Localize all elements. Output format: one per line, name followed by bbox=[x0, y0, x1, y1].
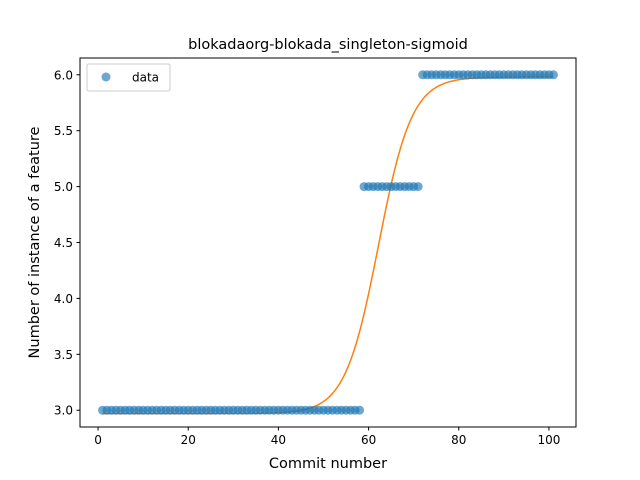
x-tick-label: 100 bbox=[537, 433, 560, 447]
x-tick-label: 20 bbox=[181, 433, 196, 447]
data-points bbox=[98, 70, 558, 415]
y-tick-label: 3.0 bbox=[54, 404, 73, 418]
y-tick-label: 5.5 bbox=[54, 124, 73, 138]
plot-area bbox=[79, 57, 577, 428]
data-point bbox=[548, 70, 558, 80]
y-tick-label: 4.5 bbox=[54, 236, 73, 250]
chart-title: blokadaorg-blokada_singleton-sigmoid bbox=[188, 37, 468, 53]
x-tick-label: 0 bbox=[94, 433, 102, 447]
y-tick-label: 3.5 bbox=[54, 348, 73, 362]
y-tick-label: 5.0 bbox=[54, 180, 73, 194]
data-point bbox=[355, 405, 365, 415]
legend-label: data bbox=[132, 71, 159, 85]
x-tick-label: 80 bbox=[451, 433, 466, 447]
y-tick-label: 4.0 bbox=[54, 292, 73, 306]
legend: data bbox=[86, 63, 171, 92]
x-tick-label: 40 bbox=[271, 433, 286, 447]
y-axis-label: Number of instance of a feature bbox=[27, 126, 43, 358]
data-point bbox=[413, 182, 423, 192]
legend-box bbox=[86, 63, 171, 92]
legend-marker bbox=[101, 72, 111, 82]
x-axis-ticks: 0 20 40 60 80 100 bbox=[94, 427, 560, 447]
y-axis-ticks: 3.0 3.5 4.0 4.5 5.0 5.5 6.0 bbox=[54, 68, 80, 418]
y-tick-label: 6.0 bbox=[54, 68, 73, 82]
x-tick-label: 60 bbox=[361, 433, 376, 447]
x-axis-label: Commit number bbox=[269, 456, 387, 472]
